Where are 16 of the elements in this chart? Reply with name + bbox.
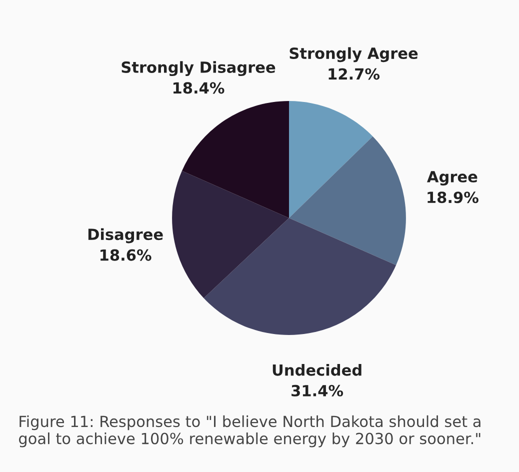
pie-slice: [204, 218, 396, 335]
data-label: 18.9%: [428, 192, 478, 204]
caption: Figure 11: Responses to "I believe North Dakota should set a goal to achieve 100% renewable energy by 2030 or sooner.": [19, 415, 480, 448]
data-label: 12.7%: [328, 68, 380, 80]
slice-label: Undecided: [272, 364, 362, 376]
slice-label: Agree: [426, 171, 478, 186]
pie-slice: [289, 136, 406, 266]
pie-slice: [289, 101, 373, 218]
pie-slice: [182, 101, 289, 218]
slice-label: Disagree: [88, 228, 163, 244]
data-label: 18.6%: [100, 249, 152, 261]
slice-label: Strongly Disagree: [122, 61, 276, 76]
slice-label: Strongly Agree: [290, 47, 418, 62]
data-label: 31.4%: [292, 384, 344, 396]
data-label: 18.4%: [173, 82, 224, 94]
pie-slice: [172, 170, 289, 298]
